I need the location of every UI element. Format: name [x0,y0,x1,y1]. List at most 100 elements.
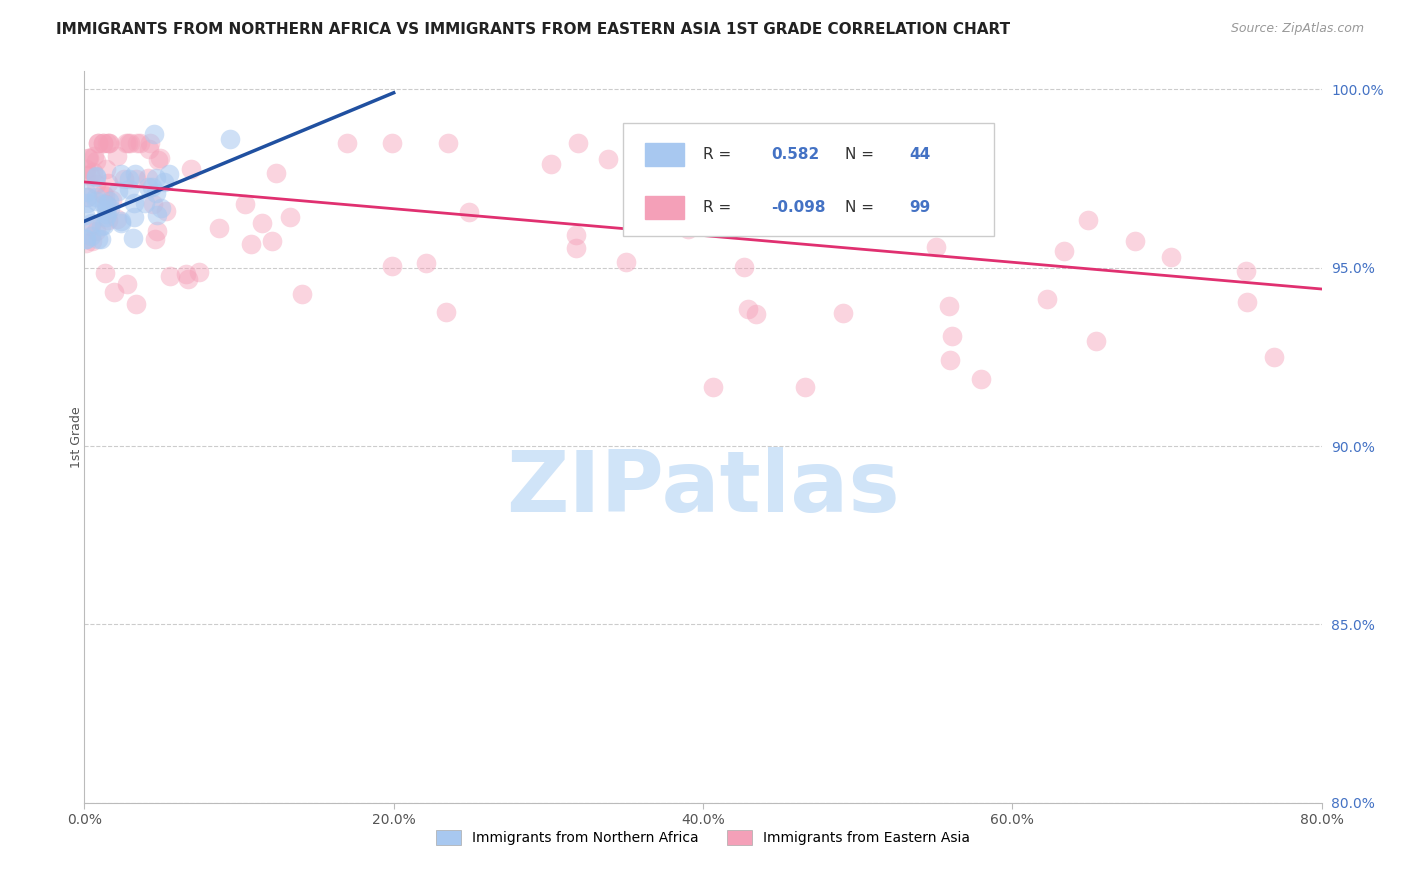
Point [115,136,138,150]
Point [94,188,117,202]
Point [925,240,948,254]
Point [91,136,114,150]
Point [110,215,132,229]
Point [91,186,114,201]
Point [565,227,588,242]
Point [97,213,120,227]
Point [76,152,98,166]
Point [118,136,141,150]
Point [77,151,100,165]
Point [124,167,146,181]
Point [80,219,103,234]
Point [94,210,117,224]
Legend: Immigrants from Northern Africa, Immigrants from Eastern Asia: Immigrants from Northern Africa, Immigra… [430,825,976,851]
Point [105,212,128,227]
Text: -0.098: -0.098 [770,200,825,215]
Point [969,372,991,386]
Point [155,203,177,218]
Point [87,232,110,246]
Point [146,224,169,238]
Point [84,170,107,185]
Point [810,192,832,206]
Point [76,190,98,204]
Point [84,177,107,191]
Point [567,136,589,150]
Point [128,136,150,150]
Point [75,232,97,246]
Point [118,181,141,195]
Point [1263,350,1285,364]
Point [97,136,120,150]
Point [145,170,167,185]
Point [174,267,197,281]
Point [84,224,107,238]
Point [87,136,110,150]
Point [125,136,148,150]
Point [381,260,404,274]
Point [94,267,117,281]
Point [145,186,167,201]
Point [250,216,273,230]
Point [110,213,132,227]
Point [96,198,118,212]
Point [83,149,105,163]
Text: 44: 44 [910,147,931,161]
Point [180,161,202,176]
Point [87,136,110,150]
Point [75,232,97,246]
Point [434,305,457,319]
Point [82,165,104,179]
Point [96,136,118,150]
Point [540,157,562,171]
Point [264,166,287,180]
Point [110,167,132,181]
Point [125,172,148,186]
Point [291,287,314,301]
Point [79,168,101,182]
Text: 0.582: 0.582 [770,147,820,161]
Point [240,237,263,252]
Point [218,132,240,146]
Point [146,153,169,168]
Point [157,168,180,182]
Point [138,142,160,156]
Point [1036,292,1059,306]
Point [93,218,115,232]
Point [90,219,112,233]
Point [134,196,156,211]
Point [76,196,98,211]
Text: ZIPatlas: ZIPatlas [506,447,900,530]
Point [112,172,135,186]
Point [142,197,165,211]
Point [614,255,637,269]
FancyBboxPatch shape [623,122,994,235]
Point [75,186,97,200]
Text: 99: 99 [910,200,931,215]
Point [76,190,98,204]
Point [235,197,257,211]
Point [84,153,107,168]
Point [94,196,117,211]
Point [745,307,768,321]
Point [84,194,107,208]
Point [90,232,112,246]
Point [720,201,742,215]
Point [208,220,231,235]
Point [82,235,104,249]
Point [737,301,759,316]
Point [415,256,437,270]
Point [794,380,817,394]
Point [121,231,143,245]
Point [1085,334,1108,349]
Point [136,180,159,194]
Point [117,136,139,150]
Point [1160,250,1182,264]
Point [115,277,138,292]
Point [938,299,960,313]
Point [565,241,588,255]
Text: Source: ZipAtlas.com: Source: ZipAtlas.com [1230,22,1364,36]
Point [939,353,962,368]
Text: R =: R = [703,147,737,161]
Point [143,232,166,246]
Point [91,136,114,150]
